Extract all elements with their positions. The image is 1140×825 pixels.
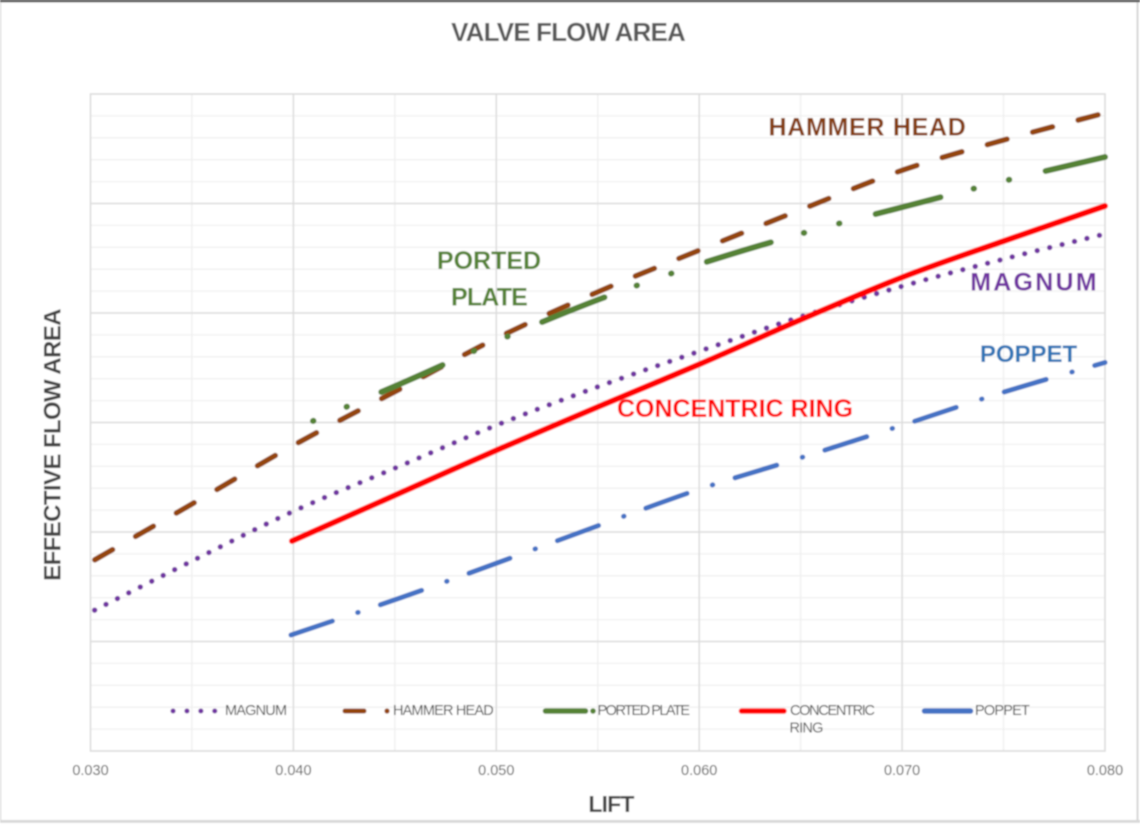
- svg-text:HAMMER HEAD: HAMMER HEAD: [393, 703, 493, 719]
- svg-text:CONCENTRIC: CONCENTRIC: [790, 703, 874, 719]
- svg-text:PLATE: PLATE: [451, 284, 527, 312]
- svg-text:HAMMER HEAD: HAMMER HEAD: [769, 114, 967, 142]
- svg-text:MAGNUM: MAGNUM: [970, 269, 1098, 297]
- svg-text:LIFT: LIFT: [588, 791, 634, 817]
- svg-text:0.060: 0.060: [681, 763, 717, 779]
- svg-text:RING: RING: [790, 721, 824, 737]
- svg-text:EFFECTIVE FLOW AREA: EFFECTIVE FLOW AREA: [40, 309, 67, 581]
- svg-text:POPPET: POPPET: [980, 341, 1078, 368]
- svg-text:0.030: 0.030: [72, 763, 108, 779]
- svg-text:0.070: 0.070: [884, 763, 920, 779]
- svg-text:MAGNUM: MAGNUM: [225, 703, 286, 719]
- svg-text:0.040: 0.040: [275, 763, 311, 779]
- svg-text:0.080: 0.080: [1087, 763, 1123, 779]
- svg-text:POPPET: POPPET: [975, 703, 1030, 719]
- svg-text:PORTED PLATE: PORTED PLATE: [598, 703, 691, 719]
- svg-text:PORTED: PORTED: [437, 247, 541, 275]
- svg-text:VALVE FLOW AREA: VALVE FLOW AREA: [451, 17, 686, 47]
- svg-text:0.050: 0.050: [478, 763, 514, 779]
- svg-text:CONCENTRIC RING: CONCENTRIC RING: [617, 395, 853, 423]
